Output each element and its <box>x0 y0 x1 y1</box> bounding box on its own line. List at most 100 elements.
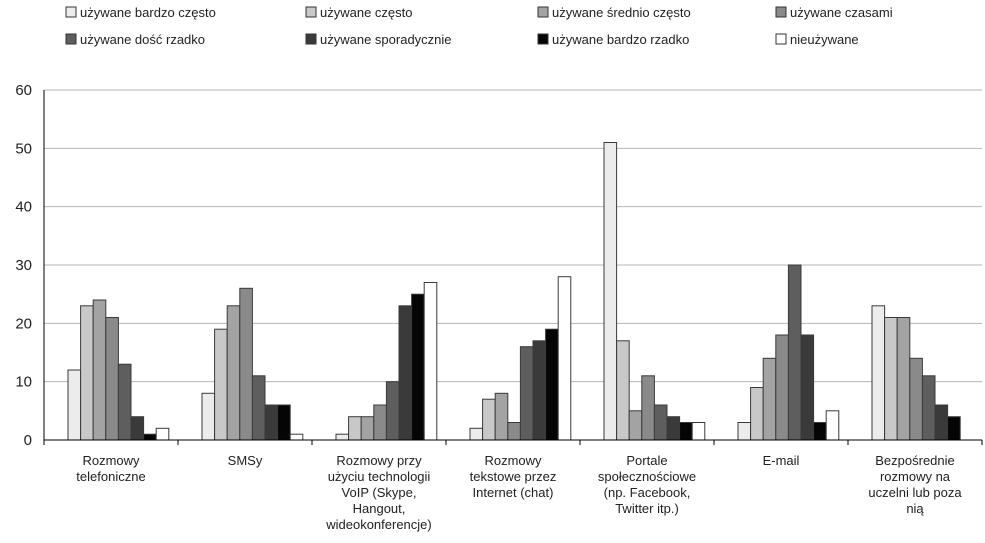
x-category-label: Rozmowy telefoniczne <box>76 453 145 484</box>
bar <box>373 404 387 441</box>
bar <box>628 410 643 441</box>
bar <box>934 404 949 441</box>
legend-swatch <box>775 33 787 45</box>
x-category-label-line: Portale <box>626 453 667 468</box>
bar <box>398 305 413 441</box>
legend-label: używane bardzo często <box>80 5 216 20</box>
bar <box>105 317 119 441</box>
y-axis: 0 10 20 30 40 50 60 <box>15 82 32 449</box>
bar <box>800 334 815 441</box>
bar <box>360 416 375 441</box>
bar <box>239 287 253 441</box>
legend-swatch <box>305 33 317 45</box>
bar <box>641 375 655 441</box>
y-tick-label: 30 <box>15 257 32 274</box>
x-category-label-line: Rozmowy <box>484 453 542 468</box>
bar <box>545 328 559 441</box>
legend-label: używane często <box>320 5 413 20</box>
bar <box>130 416 145 441</box>
bar <box>775 334 789 441</box>
y-tick-label: 0 <box>24 432 32 449</box>
bar <box>921 375 936 441</box>
bar <box>385 381 400 441</box>
x-category-label-line: (np. Facebook, <box>604 485 691 500</box>
bar <box>813 422 827 441</box>
bar <box>909 357 923 441</box>
bar <box>214 328 228 441</box>
bar <box>871 305 886 441</box>
x-category-label-line: tekstowe przez <box>470 469 557 484</box>
legend-swatch <box>305 6 317 18</box>
bar <box>787 264 802 441</box>
x-category-label: E-mail <box>763 453 800 468</box>
x-category-label-line: uczelni lub poza <box>868 485 962 500</box>
legend-swatch <box>537 33 549 45</box>
bar <box>92 299 107 441</box>
bar <box>616 340 630 441</box>
legend-swatch <box>65 33 77 45</box>
bars <box>67 142 961 441</box>
y-tick-label: 10 <box>15 374 32 391</box>
bar <box>762 357 777 441</box>
x-category-label-line: nią <box>906 501 924 516</box>
legend-label: używane bardzo rzadko <box>552 32 689 47</box>
bar <box>289 433 304 441</box>
bar <box>335 433 350 441</box>
axes <box>43 90 983 445</box>
legend-label: używane sporadycznie <box>320 32 452 47</box>
bar <box>348 416 362 441</box>
bar <box>507 422 521 441</box>
y-tick-label: 20 <box>15 315 32 332</box>
legend-swatch <box>65 6 77 18</box>
bar <box>277 404 291 441</box>
bar <box>155 427 170 441</box>
x-category-label-line: społecznościowe <box>598 469 696 484</box>
bar <box>411 293 425 441</box>
bar <box>226 305 241 441</box>
x-category-label-line: E-mail <box>763 453 800 468</box>
bar <box>691 422 706 441</box>
legend-label: używane czasami <box>790 5 893 20</box>
y-tick-label: 40 <box>15 199 32 216</box>
bar <box>750 387 764 441</box>
bar <box>532 340 547 441</box>
x-category-label-line: Hangout, <box>353 501 406 516</box>
x-category-label: SMSy <box>228 453 263 468</box>
legend-label: nieużywane <box>790 32 859 47</box>
bar <box>557 276 572 441</box>
legend-swatch <box>537 6 549 18</box>
bar <box>264 404 279 441</box>
bar <box>494 392 509 441</box>
x-category-label-line: Rozmowy przy <box>336 453 422 468</box>
bar <box>825 410 840 441</box>
x-category-label: Bezpośrednie rozmowy na uczelni lub poza ni… <box>868 453 962 516</box>
x-category-label-line: VoIP (Skype, <box>342 485 417 500</box>
x-category-label: Portale społecznościowe (np. Facebook, Twit… <box>598 453 696 516</box>
gridlines <box>44 89 982 383</box>
x-category-label-line: telefoniczne <box>76 469 145 484</box>
bar <box>519 346 534 441</box>
bar <box>896 317 911 441</box>
x-category-label-line: Internet (chat) <box>473 485 554 500</box>
bar <box>143 433 157 441</box>
x-category-label-line: SMSy <box>228 453 263 468</box>
legend: używane bardzo często używane często używa… <box>65 5 893 47</box>
x-category-label-line: Rozmowy <box>82 453 140 468</box>
legend-label: używane dość rzadko <box>80 32 205 47</box>
x-category-label-line: Bezpośrednie <box>875 453 955 468</box>
bar <box>603 142 618 441</box>
x-category-label: Rozmowy przy użyciu technologii VoIP (Skyp… <box>325 453 432 532</box>
bar <box>884 317 898 441</box>
bar <box>251 375 266 441</box>
x-category-label-line: użyciu technologii <box>328 469 431 484</box>
bar <box>947 416 961 441</box>
bar <box>666 416 681 441</box>
bar <box>737 422 752 441</box>
bar <box>423 282 438 441</box>
bar <box>67 369 82 441</box>
bar <box>201 392 216 441</box>
y-tick-label: 60 <box>15 82 32 99</box>
bar <box>469 427 484 441</box>
